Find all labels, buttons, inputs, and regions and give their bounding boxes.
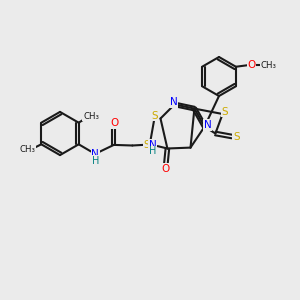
Text: N: N: [204, 120, 212, 130]
Text: N: N: [91, 149, 99, 159]
Text: O: O: [162, 164, 170, 174]
Text: CH₃: CH₃: [20, 145, 36, 154]
Text: H: H: [149, 146, 156, 157]
Text: S: S: [221, 106, 228, 117]
Text: CH₃: CH₃: [83, 112, 99, 121]
Text: O: O: [248, 60, 256, 70]
Text: S: S: [143, 140, 150, 150]
Text: N: N: [170, 97, 178, 107]
Text: S: S: [233, 132, 240, 142]
Text: CH₃: CH₃: [260, 61, 276, 70]
Text: N: N: [148, 140, 156, 150]
Text: S: S: [152, 110, 158, 121]
Text: H: H: [92, 155, 99, 166]
Text: O: O: [110, 118, 118, 128]
